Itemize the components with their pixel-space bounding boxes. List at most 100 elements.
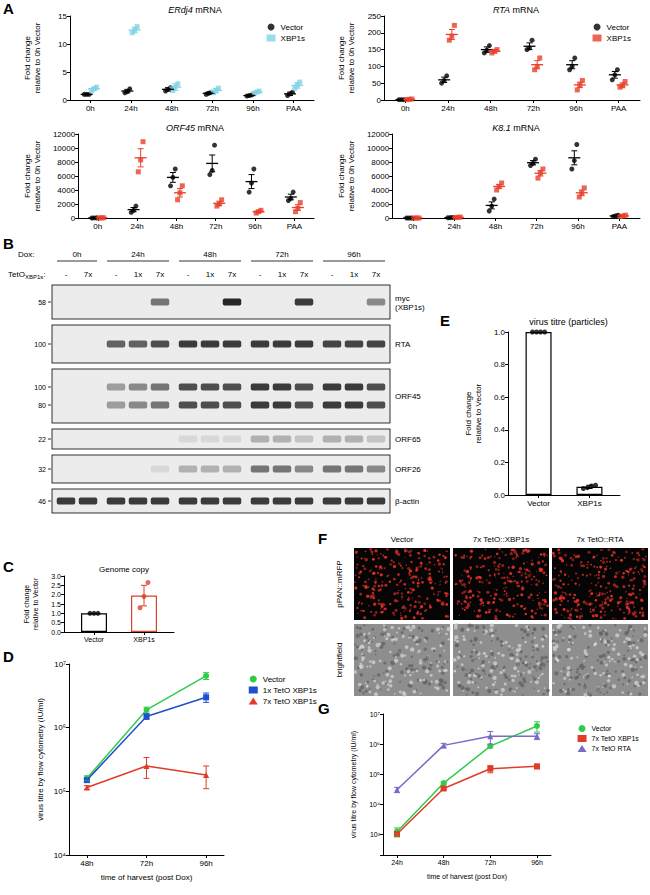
svg-text:0: 0 <box>63 96 68 105</box>
svg-text:relative to 0h Vector: relative to 0h Vector <box>347 22 356 93</box>
svg-text:3.0: 3.0 <box>51 573 61 580</box>
svg-text:brightfield: brightfield <box>335 643 344 678</box>
svg-text:72h: 72h <box>527 104 540 113</box>
svg-text:24h: 24h <box>391 859 403 866</box>
svg-text:96h: 96h <box>347 250 360 259</box>
svg-text:1x: 1x <box>134 270 142 279</box>
svg-text:1x: 1x <box>350 270 358 279</box>
svg-text:-: - <box>115 270 118 279</box>
svg-text:PAA: PAA <box>612 222 628 231</box>
svg-text:0.8: 0.8 <box>494 360 506 369</box>
svg-text:10³: 10³ <box>370 831 381 838</box>
svg-text:Dox:: Dox: <box>18 250 34 259</box>
svg-text:virus titre (particles): virus titre (particles) <box>529 317 608 327</box>
svg-text:0.2: 0.2 <box>494 458 506 467</box>
svg-text:10⁷: 10⁷ <box>54 660 66 669</box>
svg-text:48h: 48h <box>489 222 502 231</box>
svg-text:6000: 6000 <box>371 172 389 181</box>
svg-text:10000: 10000 <box>53 144 76 153</box>
svg-text:0h: 0h <box>86 104 95 113</box>
svg-text:relative to 0h Vector: relative to 0h Vector <box>33 22 42 93</box>
svg-text:-: - <box>331 270 334 279</box>
svg-text:0: 0 <box>385 214 390 223</box>
svg-text:relative to 0h Vector: relative to 0h Vector <box>347 140 356 211</box>
svg-text:mRNA: mRNA <box>193 5 222 15</box>
svg-text:Vector: Vector <box>263 675 286 684</box>
svg-text:96h: 96h <box>246 104 259 113</box>
svg-text:TetOXBP1s:: TetOXBP1s: <box>8 270 45 280</box>
svg-text:0h: 0h <box>401 104 410 113</box>
svg-text:ERdj4: ERdj4 <box>168 5 193 15</box>
svg-text:96h: 96h <box>571 222 584 231</box>
svg-text:Vector: Vector <box>607 23 630 32</box>
svg-text:7x TetO XBP1s: 7x TetO XBP1s <box>592 735 640 742</box>
svg-text:virus titre by flow cytometry: virus titre by flow cytometry (IU/ml) <box>36 698 45 821</box>
svg-text:-: - <box>187 270 190 279</box>
svg-text:K8.1: K8.1 <box>492 123 511 133</box>
svg-text:250: 250 <box>368 12 382 21</box>
svg-text:7x TetO RTA: 7x TetO RTA <box>592 745 632 752</box>
svg-text:6000: 6000 <box>57 172 75 181</box>
svg-text:relative to Vector: relative to Vector <box>474 383 483 443</box>
svg-text:8000: 8000 <box>57 158 75 167</box>
svg-text:Vector: Vector <box>84 636 105 643</box>
svg-text:Vector: Vector <box>527 499 550 508</box>
svg-text:relative to Vector: relative to Vector <box>32 577 39 630</box>
svg-text:0h: 0h <box>73 250 82 259</box>
svg-text:Fold change: Fold change <box>23 153 32 198</box>
svg-text:10⁴: 10⁴ <box>369 801 380 808</box>
svg-text:10⁶: 10⁶ <box>369 741 380 748</box>
svg-text:100: 100 <box>34 341 46 348</box>
svg-text:Vector: Vector <box>391 535 414 544</box>
svg-text:1x: 1x <box>278 270 286 279</box>
svg-text:Fold change: Fold change <box>337 35 346 80</box>
svg-text:10: 10 <box>58 40 67 49</box>
svg-text:10⁶: 10⁶ <box>54 723 66 732</box>
svg-text:myc(XBP1s): myc(XBP1s) <box>395 294 425 312</box>
svg-text:7x: 7x <box>372 270 380 279</box>
svg-text:ORF26: ORF26 <box>395 465 421 474</box>
svg-text:PAA: PAA <box>286 104 302 113</box>
svg-text:32: 32 <box>38 466 46 473</box>
svg-text:15: 15 <box>58 12 67 21</box>
svg-text:10⁴: 10⁴ <box>54 851 67 860</box>
svg-text:relative to 0h Vector: relative to 0h Vector <box>33 140 42 211</box>
svg-text:ORF45: ORF45 <box>395 392 421 401</box>
svg-text:1x TetO XBP1s: 1x TetO XBP1s <box>263 686 317 695</box>
svg-text:10⁷: 10⁷ <box>370 711 381 718</box>
svg-text:0h: 0h <box>93 222 102 231</box>
svg-text:48h: 48h <box>170 222 183 231</box>
svg-text:24h: 24h <box>441 104 454 113</box>
svg-text:12000: 12000 <box>367 130 390 139</box>
svg-text:Fold change: Fold change <box>23 585 31 624</box>
svg-text:72h: 72h <box>209 222 222 231</box>
svg-text:0.0: 0.0 <box>494 491 506 500</box>
svg-text:ORF45: ORF45 <box>166 123 196 133</box>
svg-text:Vector: Vector <box>281 23 304 32</box>
svg-text:48h: 48h <box>203 250 216 259</box>
svg-text:7x: 7x <box>228 270 236 279</box>
svg-text:RTA: RTA <box>493 5 510 15</box>
svg-text:XBP1s: XBP1s <box>133 636 155 643</box>
svg-text:96h: 96h <box>248 222 261 231</box>
svg-text:mRNA: mRNA <box>510 5 539 15</box>
svg-text:7x TetO XBP1s: 7x TetO XBP1s <box>263 697 317 706</box>
svg-text:10⁵: 10⁵ <box>54 787 66 796</box>
svg-text:2000: 2000 <box>371 200 389 209</box>
svg-text:100: 100 <box>34 384 46 391</box>
svg-text:pPAN::mRFP: pPAN::mRFP <box>335 560 344 607</box>
svg-text:96h: 96h <box>569 104 582 113</box>
svg-text:58: 58 <box>38 299 46 306</box>
svg-text:2.5: 2.5 <box>51 582 61 589</box>
svg-text:5: 5 <box>63 68 68 77</box>
svg-text:1.5: 1.5 <box>51 601 61 608</box>
svg-text:72h: 72h <box>484 859 496 866</box>
svg-text:7x TetO::XBP1s: 7x TetO::XBP1s <box>473 535 529 544</box>
svg-text:0: 0 <box>71 214 76 223</box>
svg-text:Fold change: Fold change <box>23 35 32 80</box>
svg-text:22: 22 <box>38 436 46 443</box>
svg-text:time of harvest (post Dox): time of harvest (post Dox) <box>101 873 193 882</box>
svg-text:0.6: 0.6 <box>494 393 506 402</box>
svg-text:48h: 48h <box>438 859 450 866</box>
svg-text:XBP1s: XBP1s <box>607 34 631 43</box>
